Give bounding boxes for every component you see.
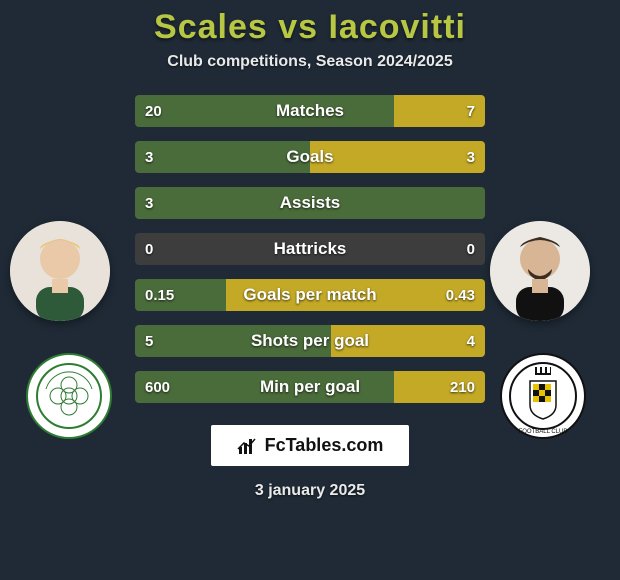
club-crest-right: FOOTBALL CLUB xyxy=(500,353,586,439)
stat-row: 33Goals xyxy=(135,141,485,173)
stat-row: 3Assists xyxy=(135,187,485,219)
stat-label: Assists xyxy=(135,187,485,219)
site-badge: FcTables.com xyxy=(211,425,410,466)
celtic-crest-icon xyxy=(26,353,112,439)
player-left-avatar xyxy=(10,221,110,321)
avatar-placeholder-icon xyxy=(490,221,590,321)
stat-label: Goals per match xyxy=(135,279,485,311)
page-title: Scales vs Iacovitti xyxy=(154,8,466,47)
stat-label: Shots per goal xyxy=(135,325,485,357)
player-right-avatar xyxy=(490,221,590,321)
stat-row: 207Matches xyxy=(135,95,485,127)
stat-label: Min per goal xyxy=(135,371,485,403)
stat-label: Hattricks xyxy=(135,233,485,265)
date-text: 3 january 2025 xyxy=(255,482,365,500)
stat-bars: 207Matches 33Goals 3Assists 00Hattricks 0.15… xyxy=(135,95,485,403)
avatar-placeholder-icon xyxy=(10,221,110,321)
svg-text:FOOTBALL CLUB: FOOTBALL CLUB xyxy=(519,429,568,435)
stat-label: Goals xyxy=(135,141,485,173)
stat-row: 00Hattricks xyxy=(135,233,485,265)
club-crest-left xyxy=(26,353,112,439)
subtitle: Club competitions, Season 2024/2025 xyxy=(167,53,452,71)
chart-icon xyxy=(237,436,257,456)
stat-label: Matches xyxy=(135,95,485,127)
stat-row: 600210Min per goal xyxy=(135,371,485,403)
stat-row: 0.150.43Goals per match xyxy=(135,279,485,311)
site-name: FcTables.com xyxy=(265,435,384,456)
stmirren-crest-icon: FOOTBALL CLUB xyxy=(500,353,586,439)
stat-row: 54Shots per goal xyxy=(135,325,485,357)
comparison-content: FOOTBALL CLUB 207Matches33Goals3Assists0… xyxy=(0,95,620,403)
